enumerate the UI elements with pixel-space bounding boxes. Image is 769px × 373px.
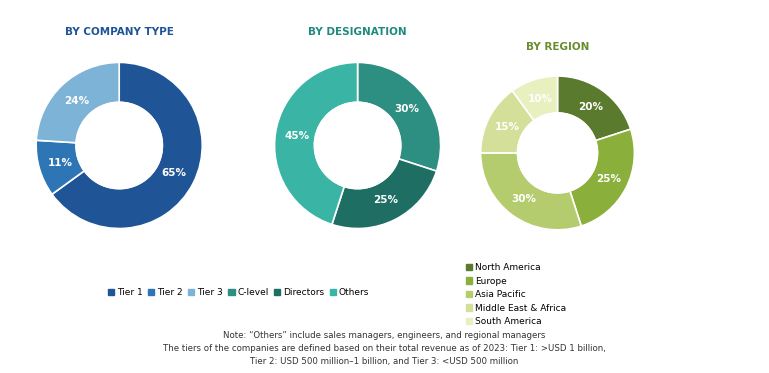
Text: Note: “Others” include sales managers, engineers, and regional managers
The tier: Note: “Others” include sales managers, e… (163, 331, 606, 366)
Wedge shape (358, 62, 441, 171)
Wedge shape (332, 159, 437, 229)
Text: 65%: 65% (161, 168, 186, 178)
Title: BY DESIGNATION: BY DESIGNATION (308, 27, 407, 37)
Text: 24%: 24% (65, 95, 90, 106)
Title: BY REGION: BY REGION (526, 42, 589, 52)
Text: 25%: 25% (373, 195, 398, 205)
Text: 30%: 30% (511, 194, 537, 204)
Wedge shape (481, 91, 534, 153)
Wedge shape (275, 62, 358, 225)
Text: 20%: 20% (578, 102, 604, 112)
Wedge shape (512, 76, 558, 120)
Text: 30%: 30% (394, 104, 420, 115)
Text: 10%: 10% (528, 94, 552, 104)
Wedge shape (36, 140, 85, 194)
Wedge shape (52, 62, 202, 229)
Wedge shape (570, 129, 634, 226)
Legend: North America, Europe, Asia Pacific, Middle East & Africa, South America: North America, Europe, Asia Pacific, Mid… (466, 263, 566, 326)
Text: 25%: 25% (596, 174, 621, 184)
Legend: Tier 1, Tier 2, Tier 3, C-level, Directors, Others: Tier 1, Tier 2, Tier 3, C-level, Directo… (108, 288, 369, 297)
Text: 11%: 11% (48, 158, 73, 167)
Circle shape (518, 113, 598, 193)
Circle shape (315, 102, 401, 189)
Wedge shape (558, 76, 631, 141)
Circle shape (76, 102, 162, 189)
Text: 15%: 15% (494, 122, 519, 132)
Wedge shape (481, 153, 581, 230)
Title: BY COMPANY TYPE: BY COMPANY TYPE (65, 27, 174, 37)
Wedge shape (36, 62, 119, 143)
Text: 45%: 45% (285, 131, 309, 141)
